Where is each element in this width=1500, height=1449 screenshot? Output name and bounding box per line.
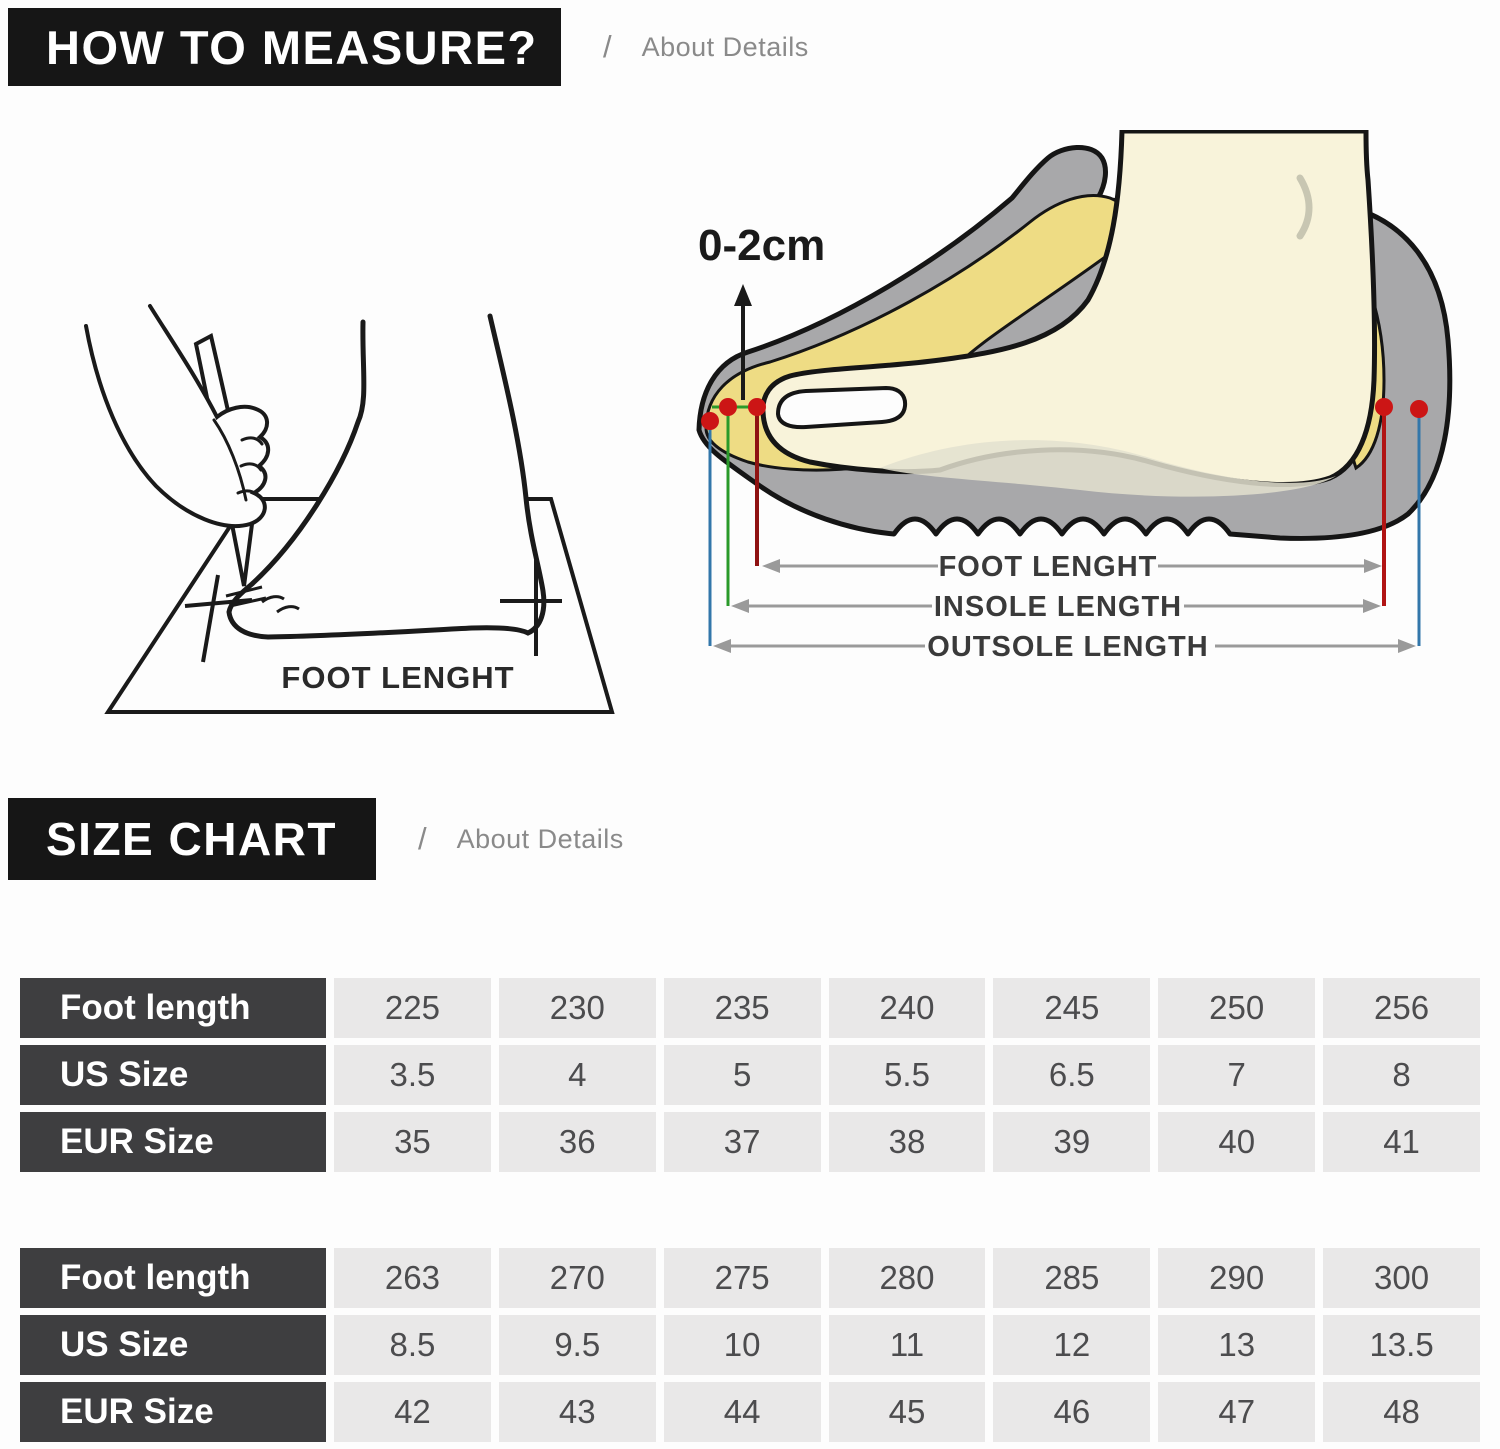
dim-arrowhead — [1398, 639, 1416, 653]
hand-fill — [86, 306, 269, 527]
marker-dot — [1410, 400, 1428, 418]
table-cell: 5 — [663, 1045, 821, 1105]
table-cell: 256 — [1323, 978, 1480, 1038]
how-to-measure-header: HOW TO MEASURE? / About Details — [8, 8, 809, 86]
table-cell: 285 — [993, 1248, 1151, 1308]
toe-marks — [261, 595, 300, 614]
dim-arrowhead — [731, 599, 749, 613]
table-cell: 9.5 — [498, 1315, 656, 1375]
table-cell: 250 — [1158, 978, 1316, 1038]
size-chart-title: SIZE CHART — [8, 798, 376, 880]
table-cell: 275 — [663, 1248, 821, 1308]
foot-length-caption: FOOT LENGHT — [281, 660, 514, 695]
table-cell: 263 — [334, 1248, 491, 1308]
table-cell: 240 — [828, 978, 986, 1038]
table-cell: 39 — [993, 1112, 1151, 1172]
marker-dot — [1375, 398, 1393, 416]
table-cell: 270 — [498, 1248, 656, 1308]
header-slash: / — [418, 821, 427, 856]
table-cell: 46 — [993, 1382, 1151, 1442]
dim-arrowhead — [1364, 559, 1382, 573]
table-cell: 290 — [1158, 1248, 1316, 1308]
foot-length-dim-label: FOOT LENGHT — [939, 551, 1158, 583]
dim-arrowhead — [1363, 599, 1381, 613]
table-cell: 245 — [993, 978, 1151, 1038]
gap-arrowhead — [734, 284, 752, 306]
hand-outline — [84, 304, 271, 529]
table-cell: 8 — [1323, 1045, 1480, 1105]
dim-arrowhead — [713, 639, 731, 653]
table-cell: 42 — [334, 1382, 491, 1442]
table-cell: 6.5 — [993, 1045, 1151, 1105]
row-label-foot-length: Foot length — [20, 978, 326, 1038]
shoe-cross-section-illustration: 0-2cm FOOT LENGHT INSOLE LENGTH OUTSOLE … — [696, 130, 1453, 663]
table-cell: 13.5 — [1323, 1315, 1480, 1375]
table-cell: 8.5 — [334, 1315, 491, 1375]
header-slash: / — [603, 29, 612, 64]
size-table-small: Foot length 225 230 235 240 245 250 256 … — [20, 978, 1480, 1172]
heel-tick-marks — [500, 560, 562, 656]
table-cell: 235 — [663, 978, 821, 1038]
table-cell: 12 — [993, 1315, 1151, 1375]
row-label-foot-length: Foot length — [20, 1248, 326, 1308]
marker-dot — [701, 412, 719, 430]
foot-tracing-illustration: FOOT LENGHT — [84, 304, 615, 714]
table-cell: 44 — [663, 1382, 821, 1442]
table-cell: 7 — [1158, 1045, 1316, 1105]
table-cell: 5.5 — [828, 1045, 986, 1105]
table-cell: 40 — [1158, 1112, 1316, 1172]
table-cell: 41 — [1323, 1112, 1480, 1172]
table-cell: 48 — [1323, 1382, 1480, 1442]
table-cell: 13 — [1158, 1315, 1316, 1375]
table-cell: 11 — [828, 1315, 986, 1375]
table-cell: 38 — [828, 1112, 986, 1172]
size-table-large: Foot length 263 270 275 280 285 290 300 … — [20, 1248, 1480, 1442]
table-cell: 37 — [663, 1112, 821, 1172]
row-label-eur-size: EUR Size — [20, 1112, 326, 1172]
ankle-crescent — [1296, 174, 1313, 240]
marker-dot — [748, 398, 766, 416]
about-details-label: About Details — [456, 823, 624, 854]
row-label-us-size: US Size — [20, 1045, 326, 1105]
table-cell: 35 — [334, 1112, 491, 1172]
table-cell: 10 — [663, 1315, 821, 1375]
marker-dot — [719, 398, 737, 416]
table-cell: 36 — [498, 1112, 656, 1172]
outsole-length-dim-label: OUTSOLE LENGTH — [927, 631, 1208, 663]
table-cell: 225 — [334, 978, 491, 1038]
foot-outline — [226, 313, 547, 640]
how-to-measure-title: HOW TO MEASURE? — [8, 8, 561, 86]
toenail — [775, 385, 908, 430]
table-cell: 3.5 — [334, 1045, 491, 1105]
finger-lines — [212, 418, 264, 502]
table-cell: 43 — [498, 1382, 656, 1442]
table-cell: 300 — [1323, 1248, 1480, 1308]
table-cell: 230 — [498, 978, 656, 1038]
row-label-us-size: US Size — [20, 1315, 326, 1375]
row-label-eur-size: EUR Size — [20, 1382, 326, 1442]
dim-arrowhead — [762, 559, 780, 573]
toe-gap-label: 0-2cm — [698, 221, 825, 270]
table-cell: 47 — [1158, 1382, 1316, 1442]
toe-tick-marks — [184, 574, 253, 663]
size-chart-header: SIZE CHART / About Details — [8, 798, 624, 880]
about-details-label: About Details — [641, 31, 809, 62]
trace-marks — [225, 585, 267, 608]
table-cell: 4 — [498, 1045, 656, 1105]
table-cell: 280 — [828, 1248, 986, 1308]
foot-fill — [229, 316, 544, 637]
insole-length-dim-label: INSOLE LENGTH — [934, 591, 1182, 623]
arch-shadow — [880, 440, 1336, 497]
table-cell: 45 — [828, 1382, 986, 1442]
